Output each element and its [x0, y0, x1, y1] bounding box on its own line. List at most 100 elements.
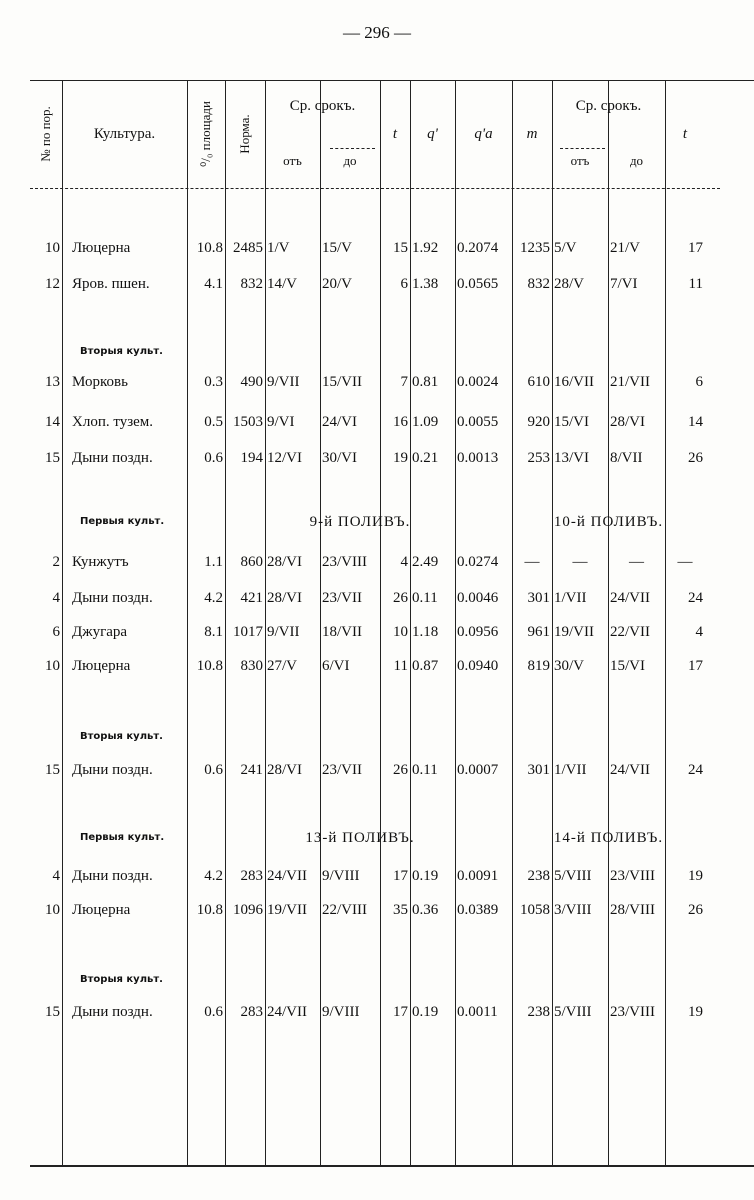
irrigation-heading: 10-й ПОЛИВЪ.	[553, 514, 664, 530]
table-cell: Хлоп. тузем.	[72, 414, 154, 430]
table-cell: 15/VII	[322, 374, 362, 390]
header-cell: q'a	[474, 126, 493, 142]
irrigation-heading: 9-й ПОЛИВЪ.	[309, 514, 411, 530]
table-cell: 1017	[233, 624, 263, 640]
table-cell: 1.18	[412, 624, 439, 640]
table-cell: 7	[400, 374, 409, 390]
table-cell: 0.0565	[457, 276, 499, 292]
table-cell: 4.2	[204, 590, 223, 606]
table-cell: 1/VII	[554, 762, 587, 778]
table-cell: 26	[393, 590, 408, 606]
header-cell: m	[526, 126, 538, 142]
table-cell: 0.11	[412, 762, 438, 778]
table-cell: 23/VIII	[610, 868, 655, 884]
table-cell: 28/VI	[267, 554, 302, 570]
table-cell: 0.2074	[457, 240, 499, 256]
table-cell: 6	[52, 624, 61, 640]
table-cell: Дыни поздн.	[72, 450, 153, 466]
table-cell: 17	[393, 1004, 408, 1020]
table-cell: 0.0007	[457, 762, 499, 778]
table-cell: 21/V	[610, 240, 640, 256]
table-cell: 4.1	[204, 276, 223, 292]
table-cell: 0.0274	[457, 554, 499, 570]
table-cell: 301	[527, 590, 551, 606]
table-cell: 4.2	[204, 868, 223, 884]
table-cell: 10.8	[196, 902, 223, 918]
table-cell: 0.3	[204, 374, 223, 390]
table-cell: 24/VII	[610, 590, 650, 606]
table-cell: 13	[45, 374, 60, 390]
section-label: Вторыя культ.	[80, 731, 163, 742]
table-cell: 283	[240, 1004, 264, 1020]
table-cell: —	[572, 554, 588, 570]
header-cell: t	[682, 126, 688, 142]
table-cell: 19	[393, 450, 408, 466]
table-cell: 283	[240, 868, 264, 884]
irrigation-heading: 13-й ПОЛИВЪ.	[305, 830, 415, 846]
irrigation-heading: 14-й ПОЛИВЪ.	[553, 830, 664, 846]
table-cell: 2	[52, 554, 61, 570]
date-rule	[560, 148, 605, 150]
table-cell: 0.5	[204, 414, 223, 430]
table-cell: 19/VII	[267, 902, 307, 918]
table-cell: 1.1	[204, 554, 223, 570]
table-cell: 30/VI	[322, 450, 357, 466]
table-cell: 17	[688, 240, 703, 256]
table-cell: 0.0091	[457, 868, 499, 884]
table-cell: 10.8	[196, 240, 223, 256]
column-rule	[380, 80, 381, 1165]
header-cell: Норма.	[237, 114, 252, 154]
table-cell: 0.6	[204, 1004, 223, 1020]
table-cell: 15/VI	[554, 414, 589, 430]
table-cell: 1.09	[412, 414, 439, 430]
table-cell: 421	[240, 590, 264, 606]
table-cell: 0.0024	[457, 374, 499, 390]
table-cell: 15/VI	[610, 658, 645, 674]
table-cell: 14	[688, 414, 703, 430]
table-cell: 10	[45, 658, 60, 674]
column-rule	[608, 80, 609, 1165]
table-cell: 24/VII	[610, 762, 650, 778]
column-rule	[512, 80, 513, 1165]
table-cell: 1.92	[412, 240, 439, 256]
table-cell: 35	[393, 902, 408, 918]
table-cell: 4	[400, 554, 409, 570]
header-cell: ⁰/₀ площади	[198, 101, 213, 167]
top-rule	[30, 80, 754, 81]
table-cell: 1096	[233, 902, 263, 918]
table-cell: 17	[393, 868, 408, 884]
table-cell: Яров. пшен.	[72, 276, 150, 292]
table-cell: 21/VII	[610, 374, 650, 390]
table-cell: 15	[45, 1004, 60, 1020]
table-cell: 28/V	[554, 276, 584, 292]
date-rule	[330, 148, 375, 150]
table-cell: 14/V	[267, 276, 297, 292]
table-cell: 0.0013	[457, 450, 499, 466]
page-number: — 296 —	[343, 23, 411, 42]
table-cell: Морковь	[72, 374, 128, 390]
table-cell: 860	[240, 554, 264, 570]
header-cell: Ср. срокъ.	[575, 98, 642, 114]
table-cell: 16	[393, 414, 408, 430]
table-cell: 0.0046	[457, 590, 499, 606]
table-cell: 0.19	[412, 1004, 439, 1020]
table-cell: 5/VIII	[554, 1004, 592, 1020]
table-cell: 238	[527, 868, 551, 884]
table-cell: 194	[240, 450, 264, 466]
table-cell: 0.6	[204, 762, 223, 778]
table-cell: 241	[240, 762, 264, 778]
table-cell: 6	[400, 276, 409, 292]
table-cell: 24	[688, 590, 703, 606]
table-cell: 12	[45, 276, 60, 292]
header-cell: до	[343, 153, 357, 168]
bottom-rule	[30, 1165, 754, 1167]
table-cell: 9/VII	[267, 624, 300, 640]
table-cell: 14	[45, 414, 60, 430]
table-cell: 0.6	[204, 450, 223, 466]
table-cell: 9/VII	[267, 374, 300, 390]
section-label: Вторыя культ.	[80, 974, 163, 985]
column-rule	[552, 80, 553, 1165]
table-cell: 0.0389	[457, 902, 499, 918]
header-rule	[30, 188, 720, 190]
table-cell: 5/V	[554, 240, 577, 256]
